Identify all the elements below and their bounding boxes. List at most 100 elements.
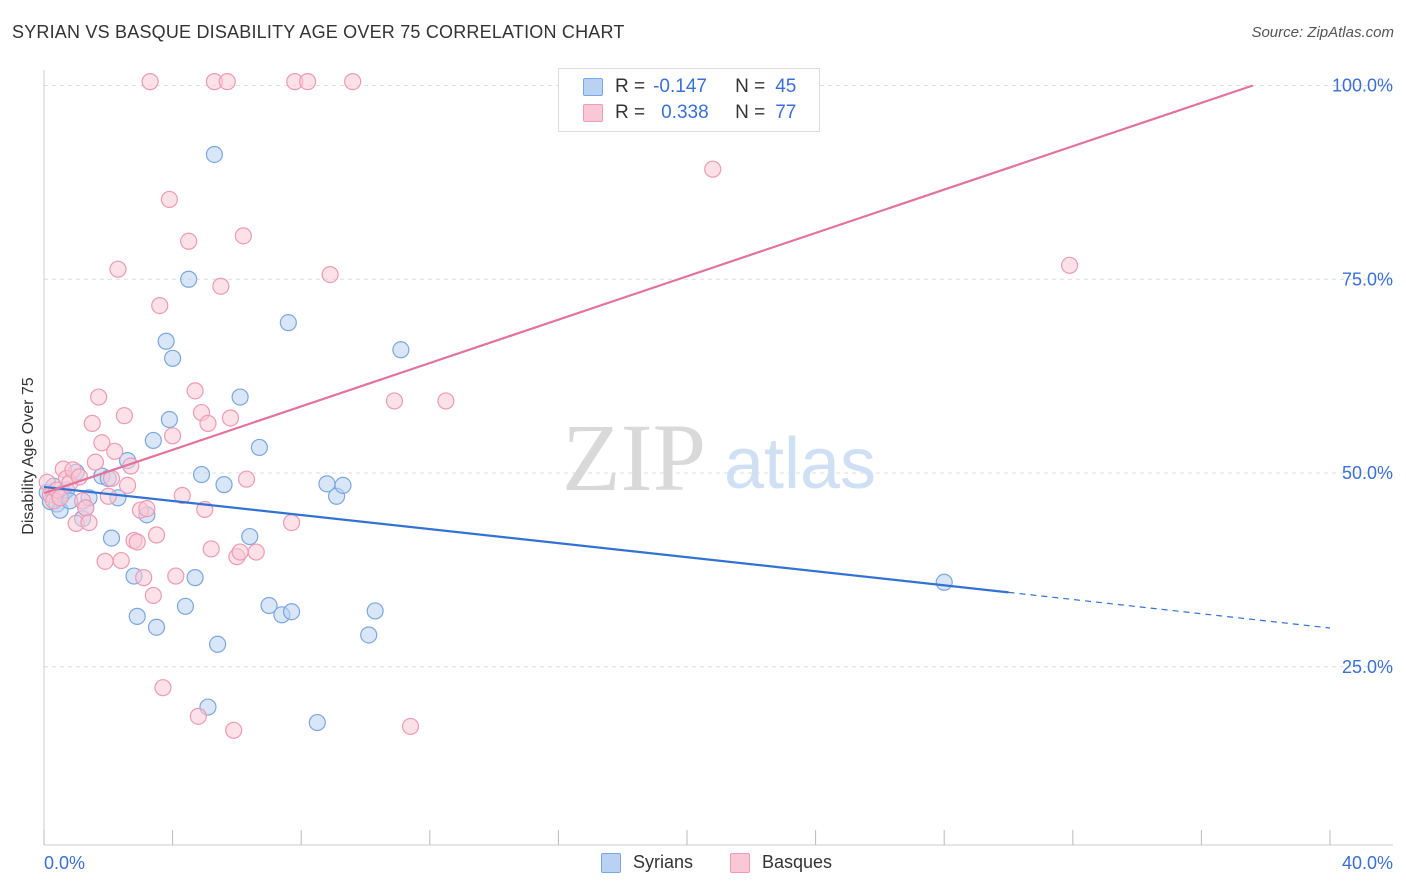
legend-label-basques: Basques bbox=[762, 852, 833, 872]
basques-point-62 bbox=[344, 73, 362, 91]
basques-point-34 bbox=[147, 526, 166, 544]
syrians-point-32 bbox=[215, 476, 233, 494]
stats-row-syrians: R = -0.147 N = 45 bbox=[583, 75, 796, 99]
syrians-point-28 bbox=[192, 465, 211, 484]
basques-point-14 bbox=[83, 414, 101, 432]
basques-point-30 bbox=[135, 569, 153, 587]
basques-swatch bbox=[583, 104, 603, 122]
syrians-point-35 bbox=[250, 438, 269, 457]
basques-point-15 bbox=[86, 453, 105, 471]
basques-point-36 bbox=[154, 679, 172, 697]
basques-point-22 bbox=[109, 260, 127, 278]
basques-point-23 bbox=[112, 551, 130, 570]
basques-point-63 bbox=[385, 392, 404, 410]
basques-point-61 bbox=[321, 266, 339, 284]
legend-swatch-basques bbox=[730, 852, 750, 873]
syrians-point-33 bbox=[231, 388, 249, 406]
basques-point-37 bbox=[160, 190, 178, 209]
basques-point-41 bbox=[180, 232, 198, 250]
syrians-point-26 bbox=[180, 270, 198, 288]
trend-layer bbox=[43, 84, 1331, 629]
chart-title: SYRIAN VS BASQUE DISABILITY AGE OVER 75 … bbox=[12, 22, 625, 42]
y-tick-label-3: 25.0% bbox=[1342, 657, 1393, 677]
syrians-point-36 bbox=[260, 596, 278, 615]
basques-point-58 bbox=[282, 513, 301, 532]
basques-point-19 bbox=[99, 487, 117, 505]
syrians-point-18 bbox=[128, 607, 146, 625]
basques-point-33 bbox=[144, 586, 162, 605]
n-label-basques: N = bbox=[735, 102, 766, 123]
basques-point-39 bbox=[167, 567, 185, 585]
syrians-point-30 bbox=[205, 145, 223, 164]
syrians-point-40 bbox=[308, 713, 326, 732]
basques-point-52 bbox=[225, 721, 243, 739]
basques-point-42 bbox=[186, 382, 204, 400]
basques-point-65 bbox=[437, 392, 455, 410]
basques-trend-line bbox=[43, 84, 1254, 495]
syrians-point-44 bbox=[360, 626, 378, 644]
r-label-basques: R = bbox=[615, 102, 646, 123]
watermark-atlas: atlas bbox=[724, 424, 876, 504]
syrians-point-31 bbox=[209, 635, 227, 653]
syrians-trend-line bbox=[43, 485, 1009, 594]
basques-point-57 bbox=[247, 543, 265, 561]
n-label-syrians: N = bbox=[735, 76, 766, 97]
basques-point-46 bbox=[199, 414, 217, 432]
syrians-point-22 bbox=[157, 332, 175, 350]
syrians-point-46 bbox=[392, 341, 410, 359]
syrians-point-47 bbox=[935, 573, 953, 591]
syrians-point-20 bbox=[144, 431, 162, 450]
basques-point-50 bbox=[218, 73, 236, 91]
basques-point-43 bbox=[189, 707, 207, 725]
syrians-point-24 bbox=[164, 349, 182, 367]
syrians-swatch bbox=[583, 78, 603, 96]
basques-point-18 bbox=[96, 552, 114, 570]
basques-point-28 bbox=[128, 533, 146, 551]
axis-layer bbox=[43, 70, 1393, 846]
legend-item-basques[interactable]: Basques bbox=[730, 852, 832, 873]
syrians-point-45 bbox=[366, 602, 384, 620]
syrians-point-25 bbox=[176, 597, 195, 615]
watermark: ZIP atlas bbox=[562, 404, 876, 511]
tick-labels: 100.0% 75.0% 50.0% 25.0% 0.0% 40.0% bbox=[44, 76, 1393, 874]
basques-point-35 bbox=[151, 297, 169, 315]
legend-swatch-syrians bbox=[601, 852, 621, 873]
legend-item-syrians[interactable]: Syrians bbox=[601, 852, 693, 873]
basques-point-66 bbox=[704, 160, 722, 178]
basques-points bbox=[38, 73, 1079, 739]
basques-point-25 bbox=[118, 476, 137, 494]
basques-point-51 bbox=[221, 409, 240, 427]
basques-point-12 bbox=[77, 499, 95, 517]
basques-point-31 bbox=[138, 500, 156, 518]
basques-point-47 bbox=[202, 540, 220, 558]
y-tick-label-1: 75.0% bbox=[1342, 269, 1393, 289]
x-tick-label-right: 40.0% bbox=[1342, 853, 1393, 873]
series-legend: Syrians Basques bbox=[0, 852, 1406, 878]
y-tick-label-0: 100.0% bbox=[1332, 76, 1393, 96]
stats-row-basques: R = 0.338 N = 77 bbox=[583, 101, 796, 125]
basques-point-32 bbox=[141, 73, 159, 91]
basques-point-38 bbox=[164, 427, 182, 445]
basques-point-55 bbox=[234, 227, 252, 245]
syrians-point-38 bbox=[279, 314, 297, 332]
syrians-point-27 bbox=[186, 569, 204, 587]
watermark-zip: ZIP bbox=[562, 404, 706, 511]
syrians-point-23 bbox=[160, 410, 178, 429]
basques-point-54 bbox=[231, 543, 249, 561]
syrians-point-43 bbox=[334, 476, 352, 494]
n-value-basques: 77 bbox=[775, 102, 797, 123]
source-credit: Source: ZipAtlas.com bbox=[1251, 24, 1394, 41]
basques-point-64 bbox=[401, 717, 420, 736]
syrians-point-21 bbox=[147, 618, 166, 636]
basques-point-56 bbox=[237, 470, 256, 488]
syrians-point-14 bbox=[102, 529, 121, 547]
basques-point-49 bbox=[212, 277, 230, 295]
syrians-trend-extension bbox=[1008, 591, 1331, 629]
basques-point-13 bbox=[80, 513, 98, 532]
legend-label-syrians: Syrians bbox=[633, 852, 694, 872]
basques-point-60 bbox=[299, 73, 317, 91]
basques-point-24 bbox=[115, 407, 133, 425]
basques-point-67 bbox=[1060, 256, 1079, 274]
stats-legend: R = -0.147 N = 45 R = 0.338 N = 77 bbox=[558, 68, 820, 132]
basques-point-40 bbox=[173, 486, 191, 505]
